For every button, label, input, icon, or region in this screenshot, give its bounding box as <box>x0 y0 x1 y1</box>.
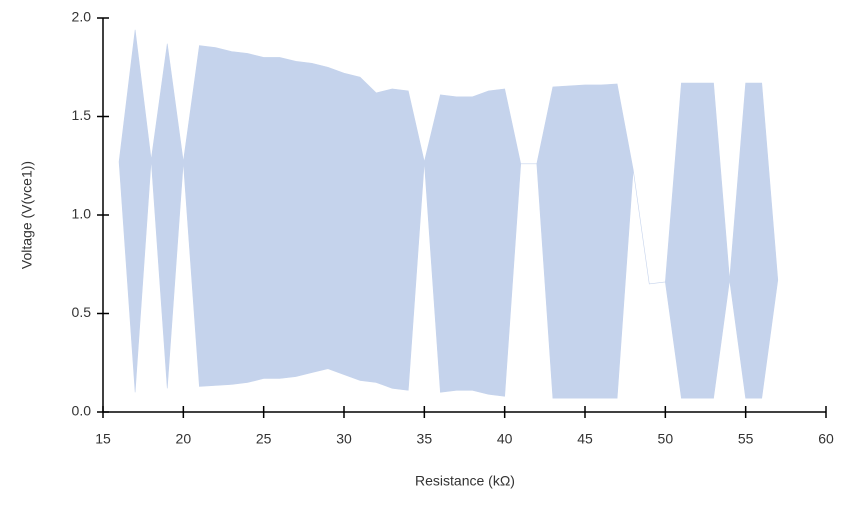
x-tick-label: 55 <box>738 431 754 447</box>
x-tick-label: 20 <box>176 431 192 447</box>
x-axis-label: Resistance (kΩ) <box>415 473 515 489</box>
x-tick-label: 35 <box>417 431 433 447</box>
y-tick-label: 1.5 <box>72 107 92 123</box>
x-tick-label: 60 <box>818 431 834 447</box>
x-tick-label: 15 <box>95 431 111 447</box>
x-tick-label: 30 <box>336 431 352 447</box>
y-tick-label: 1.0 <box>72 206 92 222</box>
x-tick-label: 45 <box>577 431 593 447</box>
y-tick-label: 0.0 <box>72 403 92 419</box>
y-tick-label: 0.5 <box>72 304 92 320</box>
range-area <box>118 29 779 399</box>
x-tick-label: 50 <box>658 431 674 447</box>
y-axis-label: Voltage (V(vce1)) <box>19 161 35 269</box>
x-tick-label: 25 <box>256 431 272 447</box>
y-tick-label: 2.0 <box>72 9 92 25</box>
x-tick-label: 40 <box>497 431 513 447</box>
